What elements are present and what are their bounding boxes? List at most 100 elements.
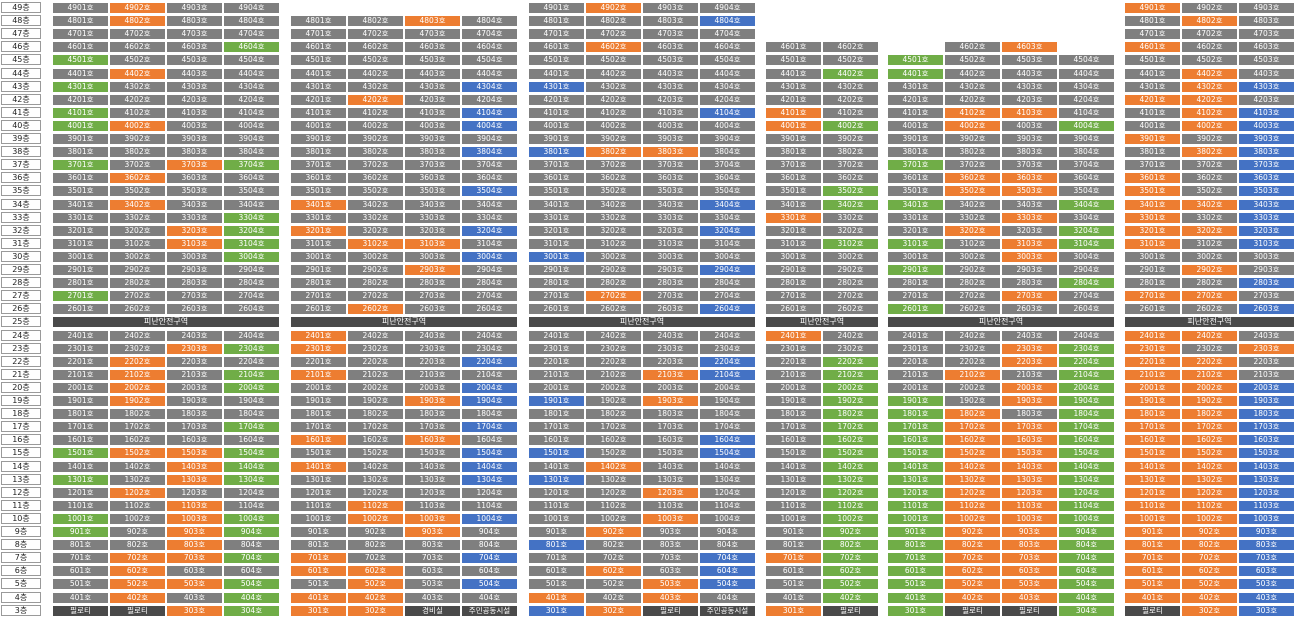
unit-cell: 2902호	[347, 264, 404, 276]
unit-cell: 603호	[404, 565, 461, 578]
unit-cell: 1503호	[404, 447, 461, 460]
unit-cell: 4102호	[1181, 106, 1238, 119]
unit-cell: 1904호	[699, 395, 756, 407]
unit-cell: 3302호	[1181, 211, 1238, 224]
unit-cell: 1802호	[1181, 408, 1238, 421]
unit-cell: 4302호	[944, 80, 1001, 93]
unit-cell: 2602호	[347, 303, 404, 316]
unit-cell: 602호	[822, 565, 879, 578]
floor-label: 10층	[1, 512, 41, 524]
unit-cell: 1104호	[461, 499, 518, 512]
unit-cell: 4003호	[1238, 119, 1295, 132]
floor-label: 26층	[1, 303, 41, 315]
unit-cell: 1002호	[109, 512, 166, 525]
unit-cell: 2003호	[1238, 381, 1295, 394]
unit-cell: 3401호	[290, 198, 347, 211]
unit-cell: 4701호	[528, 28, 585, 41]
unit-cell: 3504호	[1058, 185, 1115, 198]
unit-cell: 3704호	[1058, 159, 1115, 172]
unit-cell: 1003호	[1238, 512, 1295, 525]
unit-cell: 3504호	[223, 185, 280, 198]
unit-cell: 1501호	[528, 447, 585, 460]
unit-cell: 1903호	[1238, 395, 1295, 407]
unit-cell: 701호	[1124, 552, 1181, 565]
unit-cell: 3803호	[1001, 146, 1058, 159]
unit-cell: 2404호	[461, 329, 518, 342]
unit-cell: 3603호	[166, 172, 223, 185]
unit-cell: 4401호	[290, 67, 347, 80]
unit-cell: 4603호	[1001, 41, 1058, 54]
unit-cell: 4001호	[1124, 119, 1181, 132]
unit-cell: 403호	[1238, 591, 1295, 604]
unit-cell: 3702호	[822, 159, 879, 172]
unit-cell: 2202호	[109, 355, 166, 368]
unit-cell: 2102호	[944, 368, 1001, 381]
unit-cell: 2901호	[290, 264, 347, 276]
unit-cell: 1101호	[765, 499, 822, 512]
unit-cell: 3902호	[347, 133, 404, 145]
unit-cell: 4402호	[585, 67, 642, 80]
unit-cell: 2303호	[166, 342, 223, 355]
unit-cell: 603호	[1001, 565, 1058, 578]
unit-cell: 4703호	[1238, 28, 1295, 41]
unit-cell: 4703호	[166, 28, 223, 41]
unit-cell: 4401호	[52, 67, 109, 80]
unit-cell: 2802호	[585, 277, 642, 290]
ground-unit-cell: 302호	[585, 604, 642, 617]
unit-cell: 3101호	[887, 237, 944, 250]
unit-cell: 3404호	[699, 198, 756, 211]
unit-cell: 4201호	[528, 93, 585, 106]
unit-cell: 4403호	[1238, 67, 1295, 80]
unit-cell: 1001호	[887, 512, 944, 525]
unit-cell: 3302호	[347, 211, 404, 224]
unit-cell: 1801호	[765, 408, 822, 421]
unit-cell: 3102호	[822, 237, 879, 250]
unit-cell: 901호	[528, 526, 585, 538]
unit-cell: 1803호	[1001, 408, 1058, 421]
unit-cell: 903호	[166, 526, 223, 538]
unit-cell: 3002호	[347, 250, 404, 263]
unit-cell: 3502호	[944, 185, 1001, 198]
unit-cell: 3002호	[585, 250, 642, 263]
unit-cell: 3003호	[404, 250, 461, 263]
unit-cell: 2702호	[109, 290, 166, 303]
unit-cell: 3803호	[404, 146, 461, 159]
unit-cell: 3504호	[699, 185, 756, 198]
unit-cell: 2903호	[404, 264, 461, 276]
unit-cell: 402호	[585, 591, 642, 604]
unit-cell: 2702호	[822, 290, 879, 303]
unit-cell: 502호	[822, 578, 879, 591]
floor-label: 23층	[1, 342, 41, 354]
unit-cell: 3703호	[642, 159, 699, 172]
unit-cell: 803호	[1001, 539, 1058, 552]
unit-cell: 3503호	[404, 185, 461, 198]
unit-cell: 4704호	[699, 28, 756, 41]
unit-cell: 4301호	[290, 80, 347, 93]
unit-cell: 1402호	[347, 460, 404, 473]
unit-cell: 3502호	[347, 185, 404, 198]
unit-cell: 1402호	[1181, 460, 1238, 473]
floor-label: 28층	[1, 277, 41, 289]
unit-cell: 3404호	[461, 198, 518, 211]
unit-cell: 2104호	[699, 368, 756, 381]
unit-cell: 4304호	[223, 80, 280, 93]
unit-cell: 3903호	[642, 133, 699, 145]
unit-cell: 704호	[223, 552, 280, 565]
unit-cell: 3802호	[109, 146, 166, 159]
unit-cell: 802호	[822, 539, 879, 552]
unit-cell: 504호	[1058, 578, 1115, 591]
unit-cell: 2803호	[642, 277, 699, 290]
unit-cell: 3103호	[1001, 237, 1058, 250]
unit-cell: 2902호	[1181, 264, 1238, 276]
unit-cell: 2804호	[1058, 277, 1115, 290]
unit-cell: 2303호	[404, 342, 461, 355]
unit-cell: 1903호	[642, 395, 699, 407]
unit-cell: 1101호	[887, 499, 944, 512]
unit-cell: 2801호	[290, 277, 347, 290]
ground-unit-cell: 304호	[1058, 604, 1115, 617]
unit-cell: 4001호	[528, 119, 585, 132]
unit-cell: 2203호	[404, 355, 461, 368]
unit-cell: 3202호	[585, 224, 642, 237]
unit-cell: 3403호	[1001, 198, 1058, 211]
